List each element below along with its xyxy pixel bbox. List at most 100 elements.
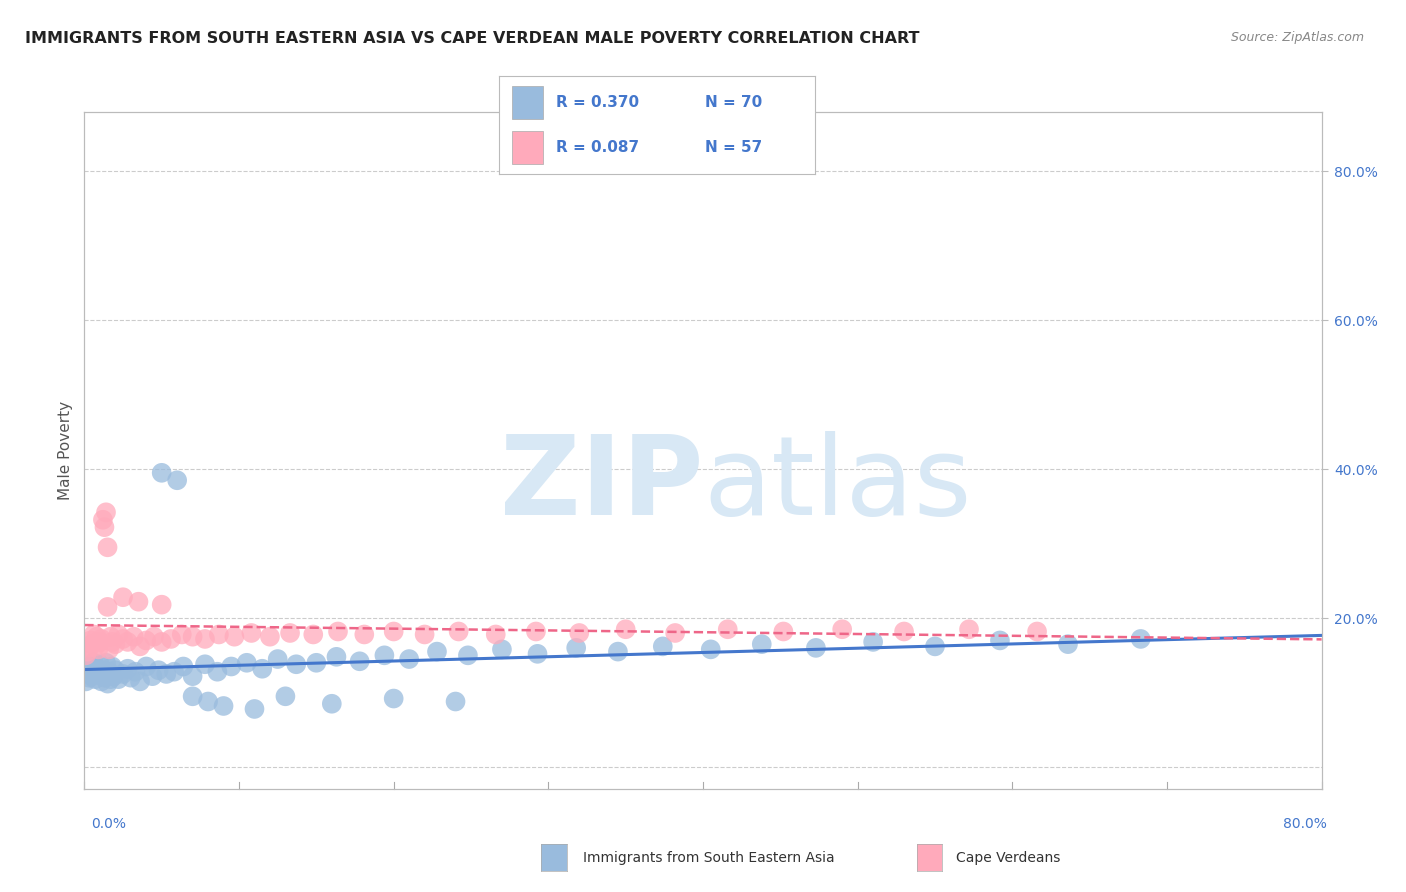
Point <box>172 659 194 673</box>
Point <box>236 656 259 670</box>
Point <box>117 662 139 676</box>
Point <box>212 698 235 713</box>
Point <box>97 676 120 690</box>
Point <box>568 626 591 640</box>
Point <box>112 591 135 605</box>
Point <box>221 659 243 673</box>
Point <box>120 671 142 685</box>
Point <box>82 669 104 683</box>
Point <box>1026 624 1049 639</box>
Point <box>325 649 347 664</box>
Point <box>117 635 139 649</box>
Point <box>259 630 281 644</box>
Point <box>614 622 637 636</box>
Text: Source: ZipAtlas.com: Source: ZipAtlas.com <box>1230 31 1364 45</box>
Point <box>135 633 157 648</box>
Point <box>98 665 121 679</box>
Text: N = 70: N = 70 <box>704 95 762 110</box>
Point <box>413 627 436 641</box>
Point <box>893 624 915 639</box>
Point <box>285 657 308 672</box>
Point <box>524 624 547 639</box>
Text: Immigrants from South Eastern Asia: Immigrants from South Eastern Asia <box>583 851 835 865</box>
Point <box>447 624 470 639</box>
Point <box>77 640 100 655</box>
Point <box>143 630 166 644</box>
Point <box>107 672 129 686</box>
Text: N = 57: N = 57 <box>704 140 762 155</box>
Point <box>135 659 157 673</box>
Point <box>100 672 122 686</box>
Point <box>607 644 630 658</box>
Point <box>831 622 853 636</box>
Point <box>804 640 827 655</box>
Point <box>90 674 112 689</box>
Point <box>91 663 114 677</box>
Point <box>122 630 145 644</box>
Point <box>1057 637 1080 651</box>
Point <box>862 635 884 649</box>
Point <box>717 622 740 636</box>
Point <box>87 642 110 657</box>
Point <box>988 633 1011 648</box>
Point <box>664 626 686 640</box>
Point <box>150 635 173 649</box>
Point <box>278 626 301 640</box>
Point <box>89 635 111 649</box>
Point <box>321 697 343 711</box>
Point <box>651 640 673 654</box>
Point <box>89 657 111 672</box>
Point <box>77 671 100 685</box>
Text: R = 0.087: R = 0.087 <box>557 140 640 155</box>
Point <box>91 513 114 527</box>
Point <box>240 626 263 640</box>
Point <box>252 662 274 676</box>
Point <box>526 647 548 661</box>
Point <box>208 627 231 641</box>
Point <box>485 627 508 641</box>
Y-axis label: Male Poverty: Male Poverty <box>58 401 73 500</box>
Point <box>97 541 120 555</box>
Point <box>224 630 246 644</box>
Point <box>772 624 794 639</box>
Point <box>129 674 152 689</box>
Point <box>83 627 105 641</box>
Text: 80.0%: 80.0% <box>1284 817 1327 830</box>
FancyBboxPatch shape <box>512 86 543 119</box>
Point <box>84 640 107 654</box>
Point <box>79 633 101 648</box>
Point <box>444 694 467 708</box>
Point <box>84 672 107 686</box>
Point <box>491 642 513 657</box>
Point <box>305 656 328 670</box>
Point <box>924 640 946 654</box>
Text: atlas: atlas <box>703 431 972 538</box>
Point <box>93 671 115 685</box>
Point <box>349 654 371 668</box>
Point <box>326 624 349 639</box>
Point <box>957 622 980 636</box>
Point <box>76 665 98 679</box>
Point <box>75 674 97 689</box>
Point <box>104 663 127 677</box>
Point <box>353 627 375 641</box>
Point <box>100 630 122 644</box>
Text: ZIP: ZIP <box>499 431 703 538</box>
Point <box>129 640 152 654</box>
Point <box>94 656 117 670</box>
Point <box>166 473 188 487</box>
Point <box>148 663 170 677</box>
Text: IMMIGRANTS FROM SOUTH EASTERN ASIA VS CAPE VERDEAN MALE POVERTY CORRELATION CHAR: IMMIGRANTS FROM SOUTH EASTERN ASIA VS CA… <box>25 31 920 46</box>
Point <box>82 637 104 651</box>
Point <box>101 659 124 673</box>
Point <box>86 630 108 644</box>
Point <box>274 690 297 704</box>
Point <box>90 632 112 646</box>
Point <box>107 627 129 641</box>
Point <box>382 691 405 706</box>
Point <box>181 669 204 683</box>
Point <box>565 640 588 655</box>
Point <box>373 648 395 663</box>
Point <box>76 644 98 658</box>
Point <box>112 632 135 646</box>
